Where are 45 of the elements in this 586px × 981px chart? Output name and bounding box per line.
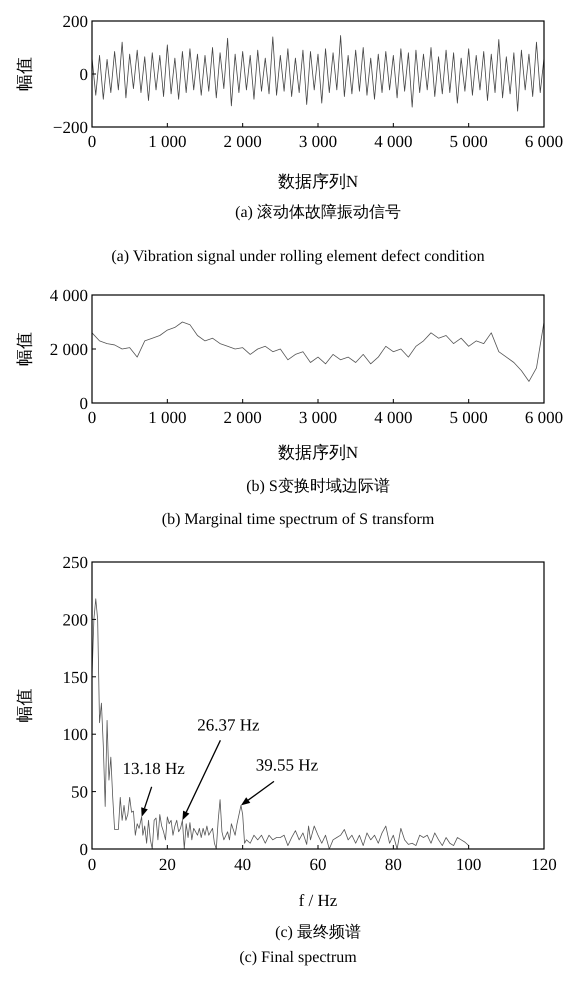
y-tick-label: 200	[62, 610, 88, 630]
text: (a) 滚动体故障振动信号	[235, 203, 401, 221]
x-axis-title: 数据序列N	[278, 443, 358, 462]
y-tick-label: 250	[62, 553, 88, 572]
y-axis-title: 幅值	[15, 57, 34, 91]
annotation: 13.18 Hz	[122, 758, 186, 778]
y-axis-title: 幅值	[15, 688, 34, 722]
y-tick-label: 0	[80, 65, 88, 84]
x-tick-label: 20	[158, 855, 176, 874]
y-tick-label: −200	[52, 118, 88, 137]
x-tick-label: 100	[456, 855, 482, 874]
y-tick-label: 150	[62, 668, 88, 687]
x-tick-label: 1 000	[148, 132, 186, 151]
x-tick-label: 6 000	[524, 408, 564, 427]
text: (c) 最终频谱	[275, 923, 361, 941]
x-tick-label: 5 000	[450, 132, 488, 151]
x-tick-label: 6 000	[524, 132, 564, 151]
x-tick-label: 4 000	[374, 132, 412, 151]
x-tick-label: 80	[384, 855, 402, 874]
y-tick-label: 50	[71, 782, 88, 802]
y-tick-label: 2 000	[50, 340, 88, 359]
text: (a) Vibration signal under rolling element defect condition	[111, 248, 485, 265]
x-axis-title: f / Hz	[298, 891, 338, 910]
x-tick-label: 3 000	[298, 408, 338, 427]
x-tick-label: 2 000	[224, 408, 262, 427]
x-tick-label: 120	[531, 855, 557, 874]
x-tick-label: 2 000	[224, 132, 262, 151]
x-tick-label: 40	[234, 855, 252, 874]
annotation: 26.37 Hz	[197, 715, 260, 734]
y-axis-title: 幅值	[15, 332, 34, 366]
x-tick-label: 60	[310, 855, 326, 874]
y-tick-label: 200	[62, 12, 88, 31]
y-tick-label: 0	[80, 840, 88, 859]
x-tick-label: 4 000	[374, 408, 412, 427]
text: (b) Marginal time spectrum of S transform	[162, 511, 435, 528]
y-tick-label: 100	[62, 725, 88, 744]
x-tick-label: 5 000	[450, 408, 488, 427]
x-tick-label: 1 000	[148, 408, 186, 427]
y-tick-label: 4 000	[50, 286, 88, 305]
y-tick-label: 0	[80, 394, 88, 413]
x-tick-label: 3 000	[298, 132, 338, 151]
x-axis-title: 数据序列N	[278, 172, 358, 191]
text: (b) S变换时域边际谱	[246, 477, 390, 495]
text: (c) Final spectrum	[239, 949, 358, 966]
annotation: 39.55 Hz	[256, 755, 319, 774]
